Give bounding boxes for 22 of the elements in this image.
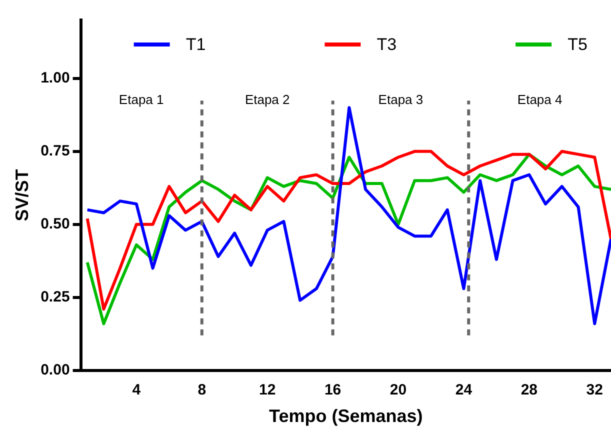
y-tick-label: 0.25	[40, 288, 70, 306]
y-tick-label: 0.50	[40, 216, 70, 233]
y-axis-title: SV/ST	[12, 169, 32, 222]
x-tick-label: 8	[198, 382, 206, 399]
x-tick-label: 16	[324, 382, 342, 399]
y-tick-label: 0.75	[40, 142, 70, 160]
annotation: Etapa 1	[118, 92, 164, 108]
x-tick-label: 32	[586, 382, 603, 399]
x-tick-label: 4	[132, 382, 142, 399]
legend-label: T3	[376, 35, 397, 54]
x-tick-label: 24	[455, 382, 473, 399]
x-tick-label: 12	[259, 382, 276, 399]
legend-label: T5	[568, 35, 588, 54]
x-axis-title: Tempo (Semanas)	[269, 406, 423, 426]
x-tick-label: 20	[390, 382, 407, 399]
annotation: Etapa 3	[378, 92, 424, 108]
legend-label: T1	[186, 35, 206, 54]
annotation: Etapa 2	[244, 92, 290, 108]
y-tick-label: 1.00	[40, 70, 70, 87]
y-tick-label: 0.00	[40, 362, 70, 379]
annotation: Etapa 4	[517, 92, 562, 108]
x-tick-label: 28	[520, 382, 538, 399]
